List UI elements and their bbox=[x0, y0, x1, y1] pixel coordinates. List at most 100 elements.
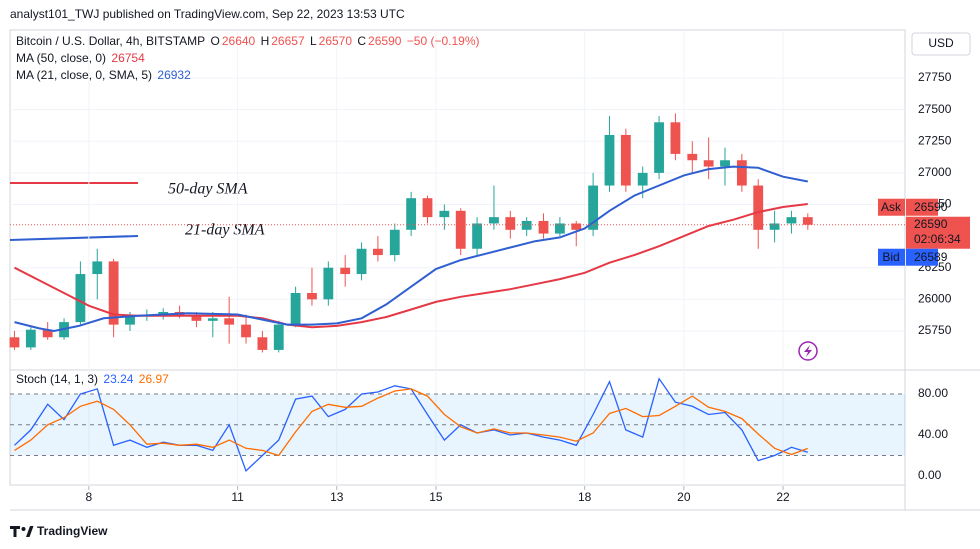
x-tick-label: 22 bbox=[776, 490, 790, 504]
y-tick-label: 26000 bbox=[918, 292, 952, 306]
legend-ma50: MA (50, close, 0) 26754 bbox=[16, 51, 147, 65]
candle-body bbox=[241, 324, 251, 338]
candle-body bbox=[42, 329, 53, 338]
stoch-d-value: 26.97 bbox=[138, 372, 169, 386]
candle-body bbox=[802, 217, 813, 225]
y-tick-label: 27000 bbox=[918, 165, 952, 179]
candle-body bbox=[670, 122, 681, 154]
candle-body bbox=[637, 172, 648, 186]
ohlc-value: 26590 bbox=[368, 34, 402, 48]
candle-body bbox=[340, 267, 351, 275]
alert-icon[interactable] bbox=[798, 341, 818, 361]
candle-body bbox=[505, 217, 516, 230]
candle-body bbox=[786, 217, 797, 224]
candle-body bbox=[489, 217, 499, 224]
symbol: Bitcoin / U.S. Dollar, 4h, BITSTAMP bbox=[16, 34, 206, 48]
bid-price: 26589 bbox=[914, 250, 948, 264]
candle-body bbox=[439, 210, 450, 218]
candle-body bbox=[158, 311, 169, 315]
candle-body bbox=[720, 160, 730, 167]
x-tick-label: 11 bbox=[231, 490, 244, 504]
ohlc-label: C bbox=[357, 34, 367, 48]
candle-body bbox=[356, 248, 367, 275]
alert-icon-bolt bbox=[804, 345, 812, 357]
candle-body bbox=[207, 318, 218, 321]
change: −50 (−0.19%) bbox=[406, 34, 480, 48]
y-tick-label: 80.00 bbox=[918, 386, 948, 400]
candle-body bbox=[620, 134, 631, 186]
ask-price-box bbox=[906, 198, 938, 216]
candle-body bbox=[92, 261, 103, 275]
bid-box bbox=[878, 248, 905, 266]
candle-body bbox=[654, 122, 664, 173]
candle-body bbox=[290, 293, 301, 325]
last-price: 26590 bbox=[914, 217, 948, 231]
y-tick-label: 27500 bbox=[918, 102, 952, 116]
currency-button[interactable] bbox=[911, 32, 971, 56]
legend-ma21: MA (21, close, 0, SMA, 5) 26932 bbox=[16, 68, 193, 82]
y-tick-label: 40.00 bbox=[918, 427, 948, 441]
ohlc-label: H bbox=[260, 34, 270, 48]
candle-body bbox=[521, 220, 532, 230]
ma-name: MA (50, close, 0) bbox=[16, 51, 107, 65]
legend-stoch: Stoch (14, 1, 3) 23.24 26.97 bbox=[16, 372, 171, 386]
candle-body bbox=[736, 160, 747, 186]
candle-body bbox=[571, 223, 582, 230]
stoch-k-value: 23.24 bbox=[103, 372, 134, 386]
candle-body bbox=[191, 315, 202, 321]
x-tick-label: 8 bbox=[85, 490, 92, 504]
annotation: 21-day SMA bbox=[185, 222, 265, 239]
candle-body bbox=[273, 324, 284, 350]
candle-body bbox=[588, 185, 599, 230]
candle-body bbox=[472, 223, 482, 249]
footer-brand: TradingView bbox=[37, 524, 108, 538]
ma-value: 26754 bbox=[111, 51, 145, 65]
x-tick-label: 13 bbox=[330, 490, 344, 504]
candle-body bbox=[323, 267, 334, 300]
y-tick-label: 27750 bbox=[918, 70, 952, 84]
candle-body bbox=[373, 248, 383, 256]
candle-body bbox=[455, 210, 466, 249]
ohlc-value: 26657 bbox=[271, 34, 305, 48]
header: analyst101_TWJ published on TradingView.… bbox=[10, 7, 405, 21]
candle-body bbox=[25, 329, 36, 348]
candle-body bbox=[687, 153, 698, 161]
candle-body bbox=[9, 337, 20, 348]
candle-body bbox=[554, 223, 565, 234]
stoch-name: Stoch (14, 1, 3) bbox=[16, 372, 99, 386]
candle-body bbox=[406, 198, 417, 230]
ask-label: Ask bbox=[881, 200, 902, 214]
candle-body bbox=[224, 318, 235, 325]
last-price-box bbox=[906, 216, 970, 249]
ohlc-value: 26640 bbox=[221, 34, 256, 48]
stoch-line bbox=[14, 388, 809, 457]
countdown: 02:06:34 bbox=[914, 232, 961, 246]
candle-body bbox=[257, 337, 268, 350]
annotation: 50-day SMA bbox=[168, 181, 248, 198]
candle-body bbox=[125, 315, 135, 325]
bid-price-box bbox=[906, 248, 938, 266]
candle-body bbox=[753, 185, 764, 230]
ma-line bbox=[14, 165, 808, 333]
ohlc-value: 26570 bbox=[318, 34, 353, 48]
ask-price: 26590 bbox=[914, 200, 948, 214]
ohlc-label: O bbox=[210, 34, 220, 48]
ohlc-label: L bbox=[309, 34, 317, 48]
x-tick-label: 18 bbox=[578, 490, 592, 504]
candle-body bbox=[769, 223, 780, 230]
x-tick-label: 15 bbox=[429, 490, 443, 504]
y-tick-label: 0.00 bbox=[918, 468, 942, 482]
y-tick-label: 25750 bbox=[918, 323, 952, 337]
candle-body bbox=[389, 229, 400, 256]
drawing-line bbox=[9, 235, 139, 241]
candle-body bbox=[75, 274, 86, 323]
y-tick-label: 27250 bbox=[918, 133, 952, 147]
ask-box bbox=[878, 198, 905, 216]
candle-body bbox=[703, 160, 714, 167]
currency[interactable]: USD bbox=[928, 36, 954, 50]
logo bbox=[10, 526, 34, 537]
legend-main: Bitcoin / U.S. Dollar, 4h, BITSTAMP O 266… bbox=[16, 34, 481, 48]
